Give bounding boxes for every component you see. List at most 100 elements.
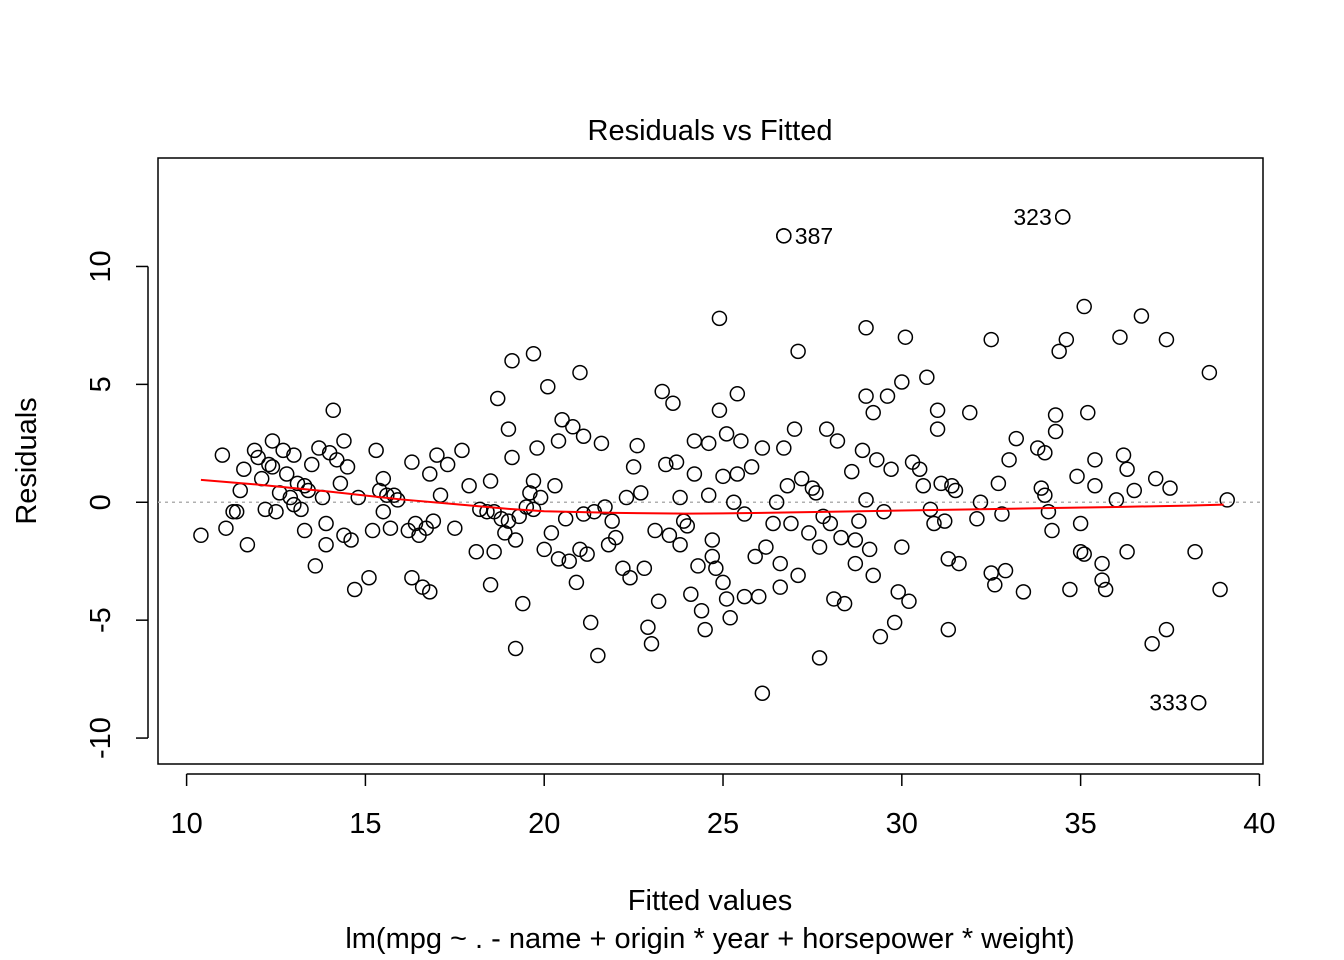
- data-point: [318, 515, 334, 532]
- data-point: [872, 628, 889, 645]
- data-point: [940, 621, 957, 638]
- data-point: [361, 569, 377, 586]
- data-point: [507, 532, 524, 548]
- data-point: [836, 595, 853, 612]
- data-point: [346, 581, 363, 598]
- data-point: [897, 329, 914, 345]
- data-point: [1158, 331, 1175, 348]
- data-point: [565, 419, 581, 435]
- data-point: [550, 433, 567, 449]
- data-point: [754, 685, 771, 702]
- data-point: [718, 426, 735, 442]
- data-point: [693, 602, 710, 619]
- data-point: [1037, 444, 1053, 461]
- data-point: [711, 402, 728, 419]
- data-point: [547, 478, 563, 494]
- data-point: [504, 353, 520, 369]
- data-point: [1212, 581, 1228, 598]
- data-point: [575, 506, 592, 522]
- data-point: [379, 487, 395, 503]
- data-point: [575, 428, 592, 444]
- data-point: [890, 584, 906, 600]
- data-point: [690, 558, 706, 574]
- data-point: [307, 558, 324, 574]
- data-point: [683, 586, 699, 602]
- data-point: [404, 569, 420, 586]
- data-point: [497, 525, 513, 541]
- data-point: [919, 369, 935, 386]
- data-point: [1115, 447, 1132, 463]
- data-point: [776, 440, 792, 456]
- data-point: [618, 489, 635, 506]
- data-point: [758, 539, 774, 555]
- data-point: [711, 310, 728, 327]
- outlier-label-323: 323: [1013, 204, 1051, 230]
- data-point: [518, 499, 535, 515]
- data-point: [1051, 343, 1067, 360]
- data-point: [901, 593, 917, 610]
- data-point: [422, 466, 438, 482]
- data-point: [700, 435, 717, 452]
- y-tick-label: 5: [85, 376, 117, 392]
- data-point: [704, 532, 721, 548]
- data-point: [375, 470, 392, 487]
- data-point: [525, 473, 542, 489]
- data-point: [275, 442, 291, 459]
- y-tick-label: 0: [85, 494, 117, 510]
- data-point: [282, 489, 299, 506]
- data-point: [747, 548, 763, 565]
- data-point-outlier: [1190, 694, 1207, 711]
- data-point: [604, 513, 620, 529]
- data-point: [629, 437, 645, 454]
- data-point: [336, 433, 352, 449]
- data-point: [572, 364, 588, 381]
- model-formula-subtitle: lm(mpg ~ . - name + origin * year + hors…: [345, 923, 1074, 955]
- data-point: [261, 456, 277, 473]
- data-point: [1097, 581, 1114, 598]
- data-point: [793, 470, 810, 487]
- data-point: [1158, 621, 1175, 638]
- data-point: [865, 404, 881, 421]
- point-labels: 387 323 333: [795, 204, 1188, 716]
- data-point: [550, 551, 567, 567]
- data-point: [754, 440, 771, 456]
- data-point: [844, 463, 860, 480]
- data-point: [364, 522, 381, 539]
- data-point: [350, 489, 367, 506]
- data-point: [983, 331, 999, 348]
- data-point: [869, 452, 885, 468]
- data-point: [382, 520, 399, 536]
- data-point: [482, 473, 499, 489]
- x-tick-label: 10: [170, 808, 202, 840]
- data-point: [236, 461, 252, 478]
- data-point: [672, 536, 688, 553]
- data-point: [1087, 478, 1103, 494]
- data-point: [264, 433, 281, 449]
- data-point: [679, 518, 696, 534]
- y-tick-label: -10: [85, 717, 117, 759]
- y-tick-label: 10: [85, 250, 117, 282]
- data-point: [1112, 329, 1128, 345]
- data-point: [1047, 407, 1064, 423]
- data-point: [640, 619, 656, 635]
- data-point: [289, 475, 306, 492]
- y-tick-label: -5: [85, 607, 117, 633]
- data-point: [1076, 298, 1092, 315]
- data-point: [729, 386, 746, 402]
- data-point: [1187, 544, 1203, 560]
- data-point: [643, 635, 660, 652]
- data-point: [1133, 308, 1150, 324]
- data-point: [858, 492, 874, 508]
- data-point: [439, 456, 456, 473]
- x-tick-label: 15: [349, 808, 381, 840]
- data-point: [293, 501, 309, 518]
- data-point: [894, 374, 910, 390]
- data-point: [1087, 452, 1103, 468]
- data-point: [1058, 331, 1075, 348]
- data-point: [529, 440, 545, 456]
- data-point: [311, 440, 327, 456]
- data-point: [1044, 522, 1060, 539]
- data-point: [661, 527, 678, 544]
- data-point: [1069, 468, 1085, 485]
